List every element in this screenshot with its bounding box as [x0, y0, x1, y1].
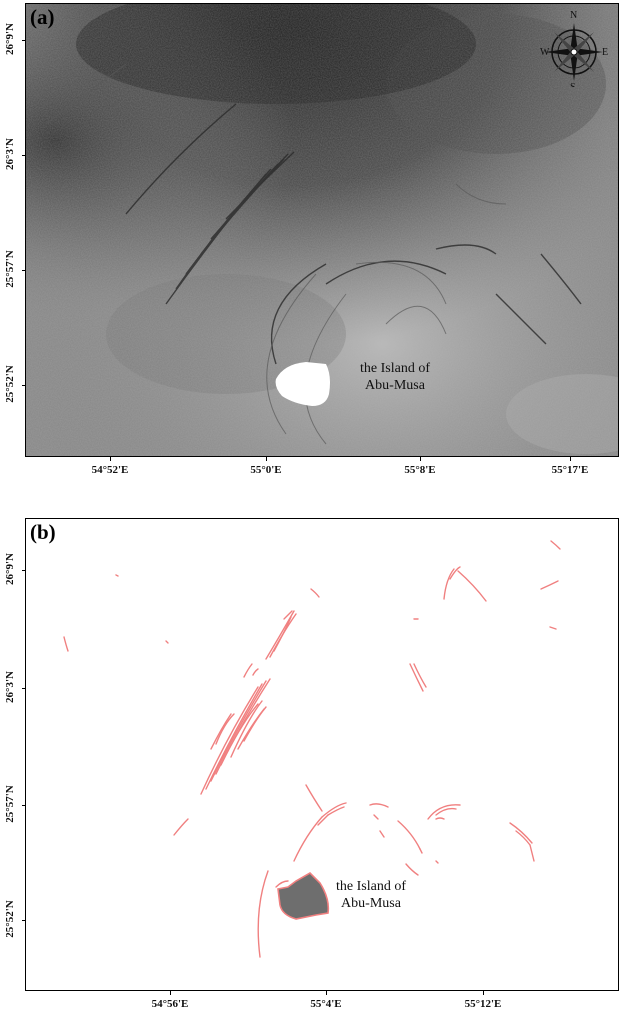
island-label-a: the Island of Abu-Musa: [360, 360, 430, 394]
x-label: 55°4'E: [310, 998, 342, 1010]
island-label-line1: the Island of: [336, 879, 406, 894]
y-tick: [22, 270, 26, 271]
island-shape: [277, 872, 330, 920]
y-tick: [22, 805, 26, 806]
y-label: 26°3'N: [4, 671, 16, 703]
x-label: 54°56'E: [151, 998, 189, 1010]
sar-image: [26, 4, 618, 456]
x-label: 54°52'E: [91, 464, 129, 476]
island-label-line2: Abu-Musa: [341, 896, 401, 911]
slick-detection-map: [63, 540, 561, 958]
y-label: 26°9'N: [4, 553, 16, 585]
y-tick: [22, 40, 26, 41]
x-label: 55°0'E: [250, 464, 282, 476]
panel-b-tag: (b): [30, 520, 56, 544]
detected-features: [63, 540, 561, 958]
y-label: 26°3'N: [4, 138, 16, 170]
y-tick: [22, 385, 26, 386]
y-label: 25°57'N: [4, 785, 16, 823]
x-tick: [266, 457, 267, 461]
x-label: 55°12'E: [464, 998, 502, 1010]
x-tick: [420, 457, 421, 461]
slick-map-frame: [25, 518, 619, 991]
compass-rose-icon: N S W E: [540, 10, 608, 87]
y-label: 26°9'N: [4, 23, 16, 55]
compass-e: E: [602, 47, 608, 58]
y-tick: [22, 155, 26, 156]
x-label: 55°8'E: [404, 464, 436, 476]
x-label: 55°17'E: [551, 464, 589, 476]
island-label-line2: Abu-Musa: [365, 378, 425, 393]
x-tick: [570, 457, 571, 461]
panel-a-tag: (a): [30, 5, 55, 29]
compass-w: W: [540, 47, 550, 58]
island-bright-patch: [275, 362, 330, 406]
y-tick: [22, 570, 26, 571]
y-label: 25°52'N: [4, 365, 16, 403]
island-label-line1: the Island of: [360, 361, 430, 376]
y-tick: [22, 920, 26, 921]
x-tick: [110, 457, 111, 461]
sar-image-frame: [25, 3, 619, 457]
compass-n: N: [570, 10, 577, 21]
compass-s: S: [570, 82, 576, 87]
y-label: 25°57'N: [4, 250, 16, 288]
island-label-b: the Island of Abu-Musa: [336, 878, 406, 912]
x-tick: [326, 991, 327, 995]
x-tick: [483, 991, 484, 995]
x-tick: [170, 991, 171, 995]
y-tick: [22, 688, 26, 689]
y-label: 25°52'N: [4, 900, 16, 938]
